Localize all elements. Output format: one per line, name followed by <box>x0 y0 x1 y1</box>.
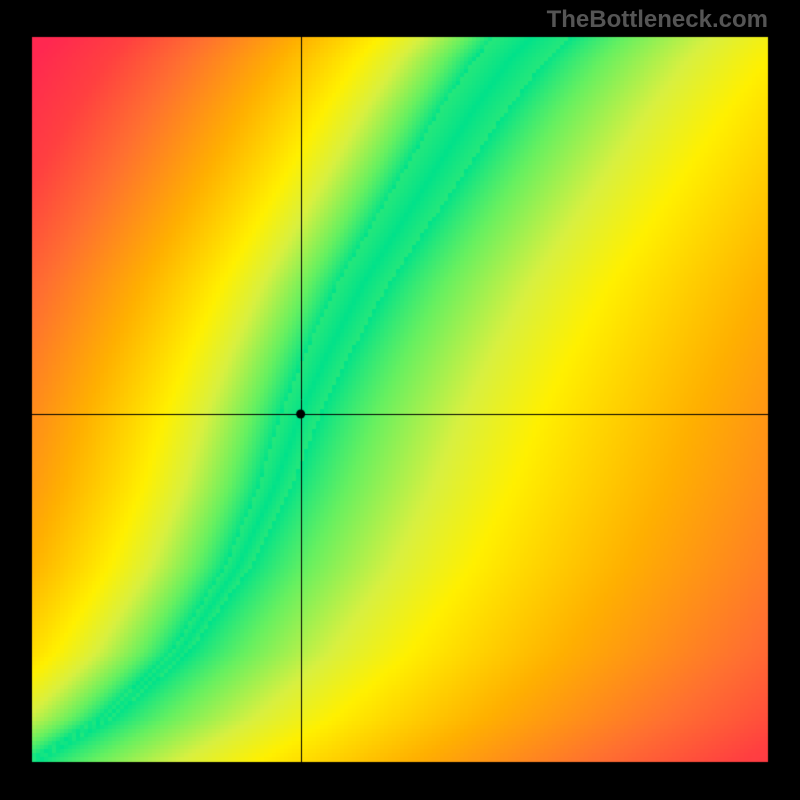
heatmap-canvas <box>0 0 800 800</box>
watermark-text: TheBottleneck.com <box>547 6 768 34</box>
chart-container: TheBottleneck.com <box>0 0 800 800</box>
